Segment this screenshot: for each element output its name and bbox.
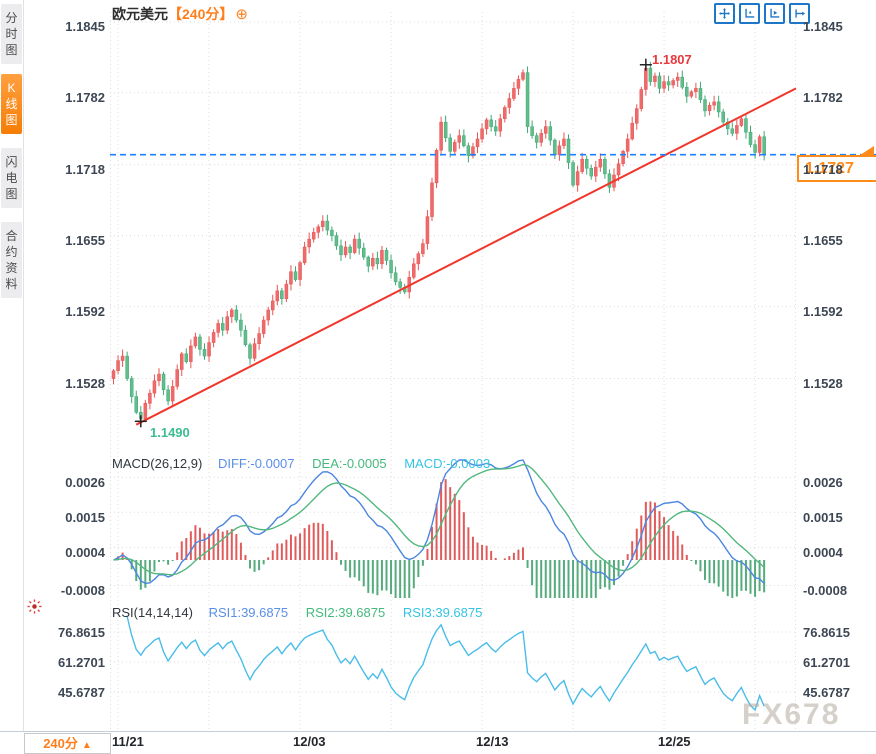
macd-macd-value: MACD:-0.0003 [404,456,491,471]
price-axis-label-left: 1.1592 [65,303,105,319]
price-axis-label-left: 1.1845 [65,19,105,34]
current-price-arrow-icon [860,146,874,155]
price-axis-label-right: 1.1782 [803,89,843,105]
rsi-axis-label-right: 45.6787 [803,684,850,700]
sidebar-item-timeshare[interactable]: 分时图 [1,4,22,64]
axes-play-icon[interactable] [764,3,785,24]
macd-axis-label-right: 0.0026 [803,475,843,491]
x-axis-date: 12/25 [658,734,691,749]
macd-axis-label-left: 0.0015 [65,510,105,526]
rsi3-value: RSI3:39.6875 [402,605,483,620]
period-label: 【240分】 [168,6,234,22]
price-axis-label-right: 1.1718 [803,161,843,177]
period-selector-button[interactable]: 240分 ▲ [24,733,111,754]
macd-axis-label-right: -0.0008 [803,583,848,599]
price-axis-label-left: 1.1528 [65,375,105,391]
price-axis-label-right: 1.1845 [803,19,843,34]
symbol-name: 欧元美元 [112,6,168,22]
macd-axis-label-right: 0.0004 [803,545,843,561]
add-indicator-icon[interactable]: ⊕ [235,6,248,23]
current-price-tag: 1.1727 [797,155,876,182]
macd-axis-label-left: 0.0004 [65,545,105,561]
high-price-label: 1.1807 [652,52,692,67]
rsi-header: RSI(14,14,14) [112,605,193,620]
sidebar-item-lightning[interactable]: 闪电图 [1,148,22,208]
sidebar-item-contract-info[interactable]: 合约资料 [1,222,22,298]
period-selector-arrow-icon: ▲ [81,740,92,751]
axes-zoom-icon[interactable] [739,3,760,24]
macd-axis-label-left: -0.0008 [60,583,105,599]
price-axis-label-right: 1.1655 [803,232,843,248]
price-axis-label-left: 1.1655 [65,232,105,248]
rsi1-value: RSI1:39.6875 [208,605,289,620]
macd-axis-label-left: 0.0026 [65,475,105,491]
macd-legend: MACD(26,12,9) DIFF:-0.0007 DEA:-0.0005 M… [112,456,490,471]
price-axis-label-right: 1.1528 [803,375,843,391]
chart-title: 欧元美元【240分】 ⊕ [112,4,248,24]
move-crosshair-icon[interactable] [714,3,735,24]
sidebar-item-kline[interactable]: K线图 [1,74,22,134]
chart-toolbar [714,3,810,24]
bottom-divider [0,731,876,732]
rsi-axis-label-left: 45.6787 [58,684,105,700]
price-axis-label-left: 1.1782 [65,89,105,105]
macd-diff-value: DIFF:-0.0007 [217,456,295,471]
macd-axis-label-right: 0.0015 [803,510,843,526]
watermark: FX678 [742,698,841,731]
rsi-axis-label-right: 76.8615 [803,625,850,640]
pan-right-icon[interactable] [789,3,810,24]
macd-dea-value: DEA:-0.0005 [312,456,387,471]
rsi-axis-label-right: 61.2701 [803,654,850,670]
price-axis-label-left: 1.1718 [65,161,105,177]
sidebar: 分时图 K线图 闪电图 合约资料 [0,0,24,731]
indicator-settings-icon[interactable] [27,599,42,619]
macd-header: MACD(26,12,9) [112,456,203,471]
price-axis-label-right: 1.1592 [803,303,843,319]
rsi-axis-label-left: 61.2701 [58,654,105,670]
x-axis-date: 12/13 [476,734,509,749]
rsi-legend: RSI(14,14,14) RSI1:39.6875 RSI2:39.6875 … [112,605,482,620]
x-axis-date: 11/21 [112,734,144,749]
x-axis-date: 12/03 [293,734,326,749]
rsi2-value: RSI2:39.6875 [305,605,386,620]
low-price-label: 1.1490 [150,425,190,440]
period-selector-label: 240分 [43,736,78,751]
rsi-axis-label-left: 76.8615 [58,625,105,640]
